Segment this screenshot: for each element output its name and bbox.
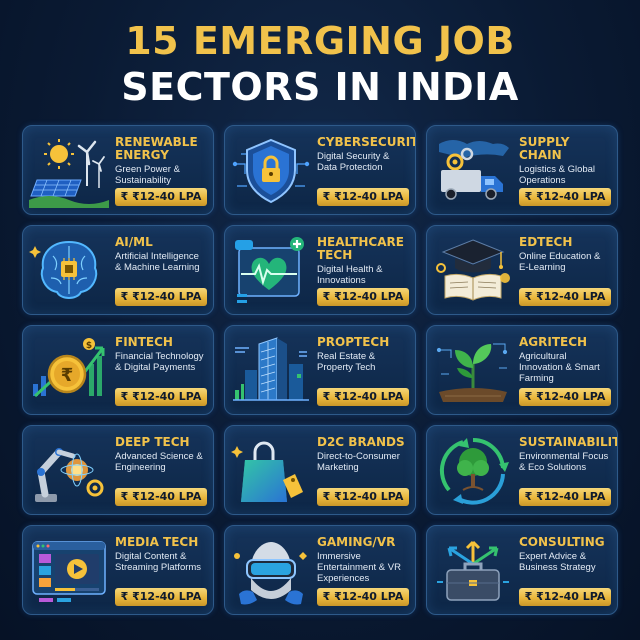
sector-card-media-tech: MEDIA TECH Digital Content & Streaming P… — [22, 525, 214, 615]
sector-description: Advanced Science & Engineering — [115, 450, 203, 473]
sector-card-proptech: PROPTECH Real Estate & Property Tech ₹ ₹… — [224, 325, 416, 415]
sector-description: Immersive Entertainment & VR Experiences — [317, 550, 401, 584]
sector-name: AGRITECH — [519, 335, 588, 349]
sector-card-fintech: ₹ $ FINTECH Financial Technology & Digit… — [22, 325, 214, 415]
sector-card-agritech: AGRITECH Agricultural Innovation & Smart… — [426, 325, 618, 415]
sector-name: SUSTAINABILITY — [519, 435, 618, 449]
sector-description: Direct-to-Consumer Marketing — [317, 450, 400, 473]
sector-name: EDTECH — [519, 235, 573, 249]
sector-name: MEDIA TECH — [115, 535, 199, 549]
sector-name: GAMING/VR — [317, 535, 396, 549]
building-icon — [231, 334, 311, 408]
salary-badge: ₹ ₹12-40 LPA — [317, 588, 409, 606]
page-title: 15 EMERGING JOB SECTORS IN INDIA — [0, 22, 640, 106]
sector-description: Digital Security & Data Protection — [317, 150, 390, 173]
sector-card-consulting: CONSULTING Expert Advice & Business Stra… — [426, 525, 618, 615]
sector-name: RENEWABLE ENERGY — [115, 135, 198, 162]
title-line-2: SECTORS IN INDIA — [121, 65, 519, 109]
sector-card-d2c-brands: D2C BRANDS Direct-to-Consumer Marketing … — [224, 425, 416, 515]
sector-card-deep-tech: DEEP TECH Advanced Science & Engineering… — [22, 425, 214, 515]
sector-name: PROPTECH — [317, 335, 390, 349]
graduation-cap-icon — [433, 234, 513, 308]
solar-wind-icon — [29, 134, 109, 208]
salary-badge: ₹ ₹12-40 LPA — [519, 188, 611, 206]
salary-badge: ₹ ₹12-40 LPA — [519, 588, 611, 606]
salary-badge: ₹ ₹12-40 LPA — [519, 288, 611, 306]
sector-card-supply-chain: SUPPLY CHAIN Logistics & Global Operatio… — [426, 125, 618, 215]
sector-name: SUPPLY CHAIN — [519, 135, 570, 162]
salary-badge: ₹ ₹12-40 LPA — [115, 488, 207, 506]
salary-badge: ₹ ₹12-40 LPA — [317, 388, 409, 406]
vr-headset-icon — [231, 534, 311, 608]
sector-description: Digital Health & Innovations — [317, 263, 383, 286]
sector-card-sustainability: SUSTAINABILITY Environmental Focus & Eco… — [426, 425, 618, 515]
sector-description: Online Education & E-Learning — [519, 250, 601, 273]
sector-name: DEEP TECH — [115, 435, 190, 449]
salary-badge: ₹ ₹12-40 LPA — [115, 188, 207, 206]
sector-name: AI/ML — [115, 235, 153, 249]
salary-badge: ₹ ₹12-40 LPA — [115, 288, 207, 306]
sector-description: Green Power & Sustainability — [115, 163, 180, 186]
sector-card-gaming-vr: GAMING/VR Immersive Entertainment & VR E… — [224, 525, 416, 615]
sector-name: FINTECH — [115, 335, 173, 349]
video-player-icon — [29, 534, 109, 608]
salary-badge: ₹ ₹12-40 LPA — [115, 588, 207, 606]
rupee-coin-icon: ₹ $ — [29, 334, 109, 408]
salary-badge: ₹ ₹12-40 LPA — [115, 388, 207, 406]
sector-grid: RENEWABLE ENERGY Green Power & Sustainab… — [22, 125, 618, 615]
sector-card-ai-ml: AI/ML Artificial Intelligence & Machine … — [22, 225, 214, 315]
sector-description: Environmental Focus & Eco Solutions — [519, 450, 609, 473]
sector-description: Financial Technology & Digital Payments — [115, 350, 204, 373]
sprout-icon — [433, 334, 513, 408]
sector-card-healthcare-tech: HEALTHCARE TECH Digital Health & Innovat… — [224, 225, 416, 315]
brain-chip-icon — [29, 234, 109, 308]
sector-description: Expert Advice & Business Strategy — [519, 550, 596, 573]
sector-name: D2C BRANDS — [317, 435, 405, 449]
sector-description: Digital Content & Streaming Platforms — [115, 550, 202, 573]
heart-monitor-icon — [231, 234, 311, 308]
shopping-bag-icon — [231, 434, 311, 508]
sector-card-cybersecurity: CYBERSECURITY Digital Security & Data Pr… — [224, 125, 416, 215]
sector-card-renewable-energy: RENEWABLE ENERGY Green Power & Sustainab… — [22, 125, 214, 215]
salary-badge: ₹ ₹12-40 LPA — [519, 488, 611, 506]
salary-badge: ₹ ₹12-40 LPA — [317, 288, 409, 306]
sector-card-edtech: EDTECH Online Education & E-Learning ₹ ₹… — [426, 225, 618, 315]
sector-description: Artificial Intelligence & Machine Learni… — [115, 250, 200, 273]
sector-description: Logistics & Global Operations — [519, 163, 596, 186]
sector-name: CONSULTING — [519, 535, 605, 549]
sector-name: HEALTHCARE TECH — [317, 235, 404, 262]
sector-description: Real Estate & Property Tech — [317, 350, 376, 373]
tree-recycle-icon — [433, 434, 513, 508]
robot-arm-icon — [29, 434, 109, 508]
sector-name: CYBERSECURITY — [317, 135, 415, 149]
salary-badge: ₹ ₹12-40 LPA — [317, 188, 409, 206]
briefcase-icon — [433, 534, 513, 608]
title-line-1: 15 EMERGING JOB — [125, 19, 515, 63]
shield-lock-icon — [231, 134, 311, 208]
svg-text:₹: ₹ — [61, 365, 74, 386]
salary-badge: ₹ ₹12-40 LPA — [519, 388, 611, 406]
salary-badge: ₹ ₹12-40 LPA — [317, 488, 409, 506]
sector-description: Agricultural Innovation & Smart Farming — [519, 350, 600, 384]
truck-icon — [433, 134, 513, 208]
svg-text:$: $ — [86, 341, 92, 351]
